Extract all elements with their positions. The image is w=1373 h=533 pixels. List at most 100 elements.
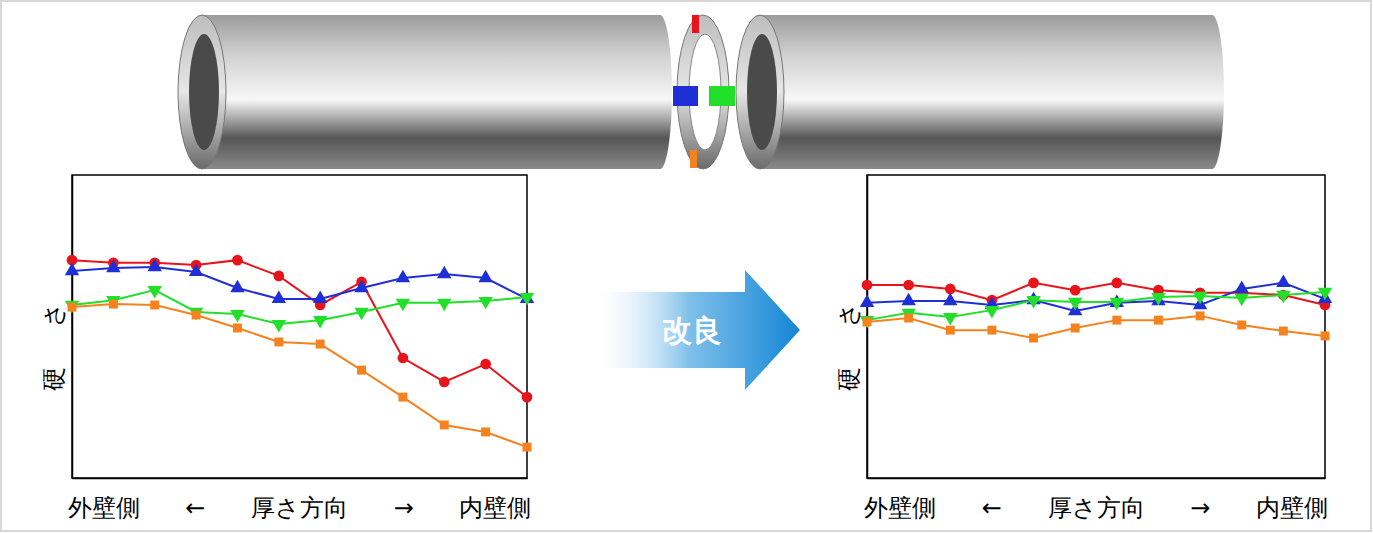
marker bbox=[437, 299, 451, 311]
axis-line bbox=[73, 478, 528, 480]
marker bbox=[1026, 296, 1040, 308]
marker bbox=[1070, 285, 1081, 296]
marker bbox=[1111, 278, 1122, 289]
pipe-hole bbox=[747, 34, 777, 150]
marker bbox=[1237, 321, 1246, 330]
marker bbox=[943, 293, 957, 305]
marker bbox=[862, 280, 873, 291]
marker bbox=[1071, 324, 1080, 333]
marker bbox=[437, 266, 451, 278]
marker bbox=[1235, 294, 1249, 306]
series-line bbox=[867, 292, 1325, 320]
marker bbox=[272, 291, 286, 303]
marker bbox=[985, 306, 999, 318]
y-axis-title: 硬さ bbox=[40, 262, 68, 391]
marker bbox=[945, 284, 956, 295]
marker bbox=[440, 421, 449, 430]
marker bbox=[1318, 288, 1332, 300]
x-axis-title: 外壁側 ← 厚さ方向 → 内壁側 bbox=[68, 494, 532, 522]
marker bbox=[478, 297, 492, 309]
pipe-hole bbox=[189, 34, 219, 150]
marker bbox=[1151, 293, 1165, 305]
marker bbox=[1068, 298, 1082, 310]
series-line bbox=[867, 316, 1325, 338]
series-line bbox=[72, 260, 527, 397]
marker bbox=[106, 296, 120, 308]
series-line bbox=[72, 304, 527, 447]
frame-border bbox=[1, 1, 1371, 531]
ring-marker bbox=[692, 15, 699, 33]
marker bbox=[1196, 311, 1205, 320]
marker bbox=[1193, 292, 1207, 304]
x-axis bbox=[73, 478, 528, 479]
marker bbox=[478, 270, 492, 282]
marker bbox=[480, 359, 491, 370]
arrow bbox=[598, 270, 800, 390]
marker bbox=[313, 316, 327, 328]
marker bbox=[148, 286, 162, 298]
pipe-end bbox=[178, 15, 226, 169]
marker bbox=[274, 337, 283, 346]
marker bbox=[357, 366, 366, 375]
marker bbox=[272, 320, 286, 332]
marker bbox=[1112, 316, 1121, 325]
marker bbox=[520, 293, 534, 305]
pipe-end bbox=[1200, 15, 1224, 169]
marker bbox=[1235, 281, 1249, 293]
axis-line bbox=[72, 176, 74, 479]
marker bbox=[1029, 334, 1038, 343]
marker bbox=[1110, 298, 1124, 310]
marker bbox=[148, 259, 162, 271]
x-axis bbox=[868, 478, 1326, 479]
y-axis-title: 硬さ bbox=[835, 262, 863, 391]
marker bbox=[273, 271, 284, 282]
marker bbox=[232, 255, 243, 266]
marker bbox=[943, 313, 957, 325]
ring-marker bbox=[690, 150, 697, 168]
marker bbox=[1279, 327, 1288, 336]
chart: 外壁側 ← 厚さ方向 → 内壁側 硬さ bbox=[40, 175, 534, 522]
marker bbox=[1151, 293, 1165, 305]
canvas: 改良外壁側 ← 厚さ方向 → 内壁側 硬さ外壁側 ← 厚さ方向 → 内壁側 硬さ bbox=[0, 0, 1373, 533]
plot-area bbox=[860, 275, 1332, 343]
x-axis-title: 外壁側 ← 厚さ方向 → 内壁側 bbox=[864, 494, 1328, 522]
plot-frame bbox=[867, 175, 1325, 478]
marker bbox=[68, 303, 77, 312]
marker bbox=[354, 308, 368, 320]
marker bbox=[109, 300, 118, 309]
marker bbox=[481, 427, 490, 436]
marker bbox=[398, 393, 407, 402]
ring-marker bbox=[709, 86, 735, 106]
marker bbox=[901, 293, 915, 305]
marker bbox=[192, 311, 201, 320]
ring-marker bbox=[673, 86, 698, 106]
marker bbox=[189, 264, 203, 276]
pipe-illustration bbox=[178, 15, 1224, 169]
pipe-body bbox=[760, 15, 1212, 169]
y-axis bbox=[72, 176, 73, 479]
marker bbox=[233, 324, 242, 333]
series-line bbox=[72, 290, 527, 324]
axis-line bbox=[868, 478, 1326, 480]
marker bbox=[150, 301, 159, 310]
marker bbox=[230, 310, 244, 322]
arrow-label: 改良 bbox=[662, 313, 722, 348]
pipe-end bbox=[648, 15, 672, 169]
marker bbox=[106, 260, 120, 272]
marker bbox=[396, 299, 410, 311]
marker bbox=[903, 280, 914, 291]
marker bbox=[946, 326, 955, 335]
marker bbox=[1028, 278, 1039, 289]
plot-frame bbox=[72, 175, 527, 478]
marker bbox=[354, 280, 368, 292]
pipe-body bbox=[202, 15, 660, 169]
marker bbox=[1321, 331, 1330, 340]
chart: 外壁側 ← 厚さ方向 → 内壁側 硬さ bbox=[835, 175, 1332, 522]
marker bbox=[522, 392, 533, 403]
marker bbox=[439, 377, 450, 388]
marker bbox=[313, 291, 327, 303]
marker bbox=[904, 314, 913, 323]
marker bbox=[398, 353, 409, 364]
marker bbox=[396, 270, 410, 282]
pipe-end bbox=[736, 15, 784, 169]
